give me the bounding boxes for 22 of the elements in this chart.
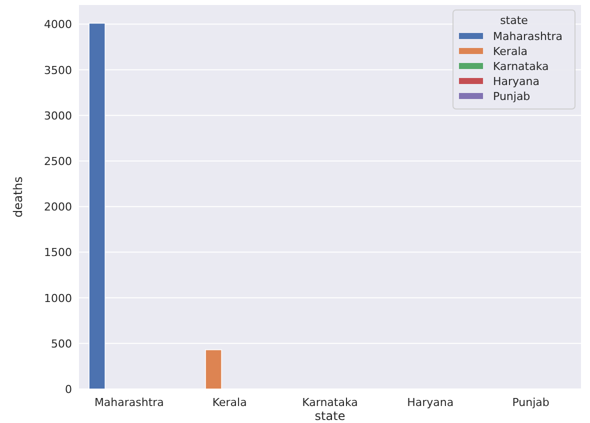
x-tick-label: Kerala xyxy=(212,396,247,409)
x-tick-label: Karnataka xyxy=(302,396,358,409)
y-tick-label: 1500 xyxy=(44,246,72,260)
y-tick-label: 500 xyxy=(51,337,72,350)
y-tick-label: 1000 xyxy=(44,292,72,305)
y-axis-title: deaths xyxy=(11,176,25,218)
x-tick-label: Haryana xyxy=(407,396,454,409)
legend-label: Punjab xyxy=(493,90,530,103)
y-tick-label: 2000 xyxy=(44,200,72,214)
x-axis-title: state xyxy=(314,409,346,423)
legend-title: state xyxy=(500,14,528,27)
x-tick-label: Maharashtra xyxy=(94,396,164,409)
x-tick-label: Punjab xyxy=(512,396,550,409)
y-tick-label: 0 xyxy=(65,383,72,396)
legend-label: Maharashtra xyxy=(493,30,562,43)
legend-label: Kerala xyxy=(493,45,528,58)
y-tick-label: 3500 xyxy=(44,64,72,77)
y-tick-label: 4000 xyxy=(44,18,72,32)
y-tick-label: 3000 xyxy=(44,109,72,122)
legend-label: Haryana xyxy=(493,75,540,88)
legend-label: Karnataka xyxy=(493,60,549,73)
y-tick-label: 2500 xyxy=(44,154,72,168)
